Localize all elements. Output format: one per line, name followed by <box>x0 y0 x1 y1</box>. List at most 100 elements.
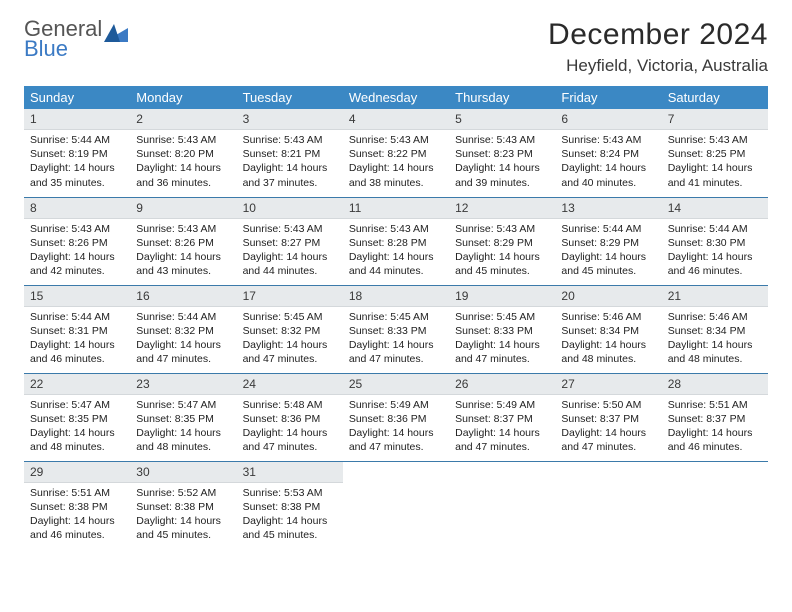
day-body: Sunrise: 5:43 AMSunset: 8:27 PMDaylight:… <box>237 219 343 284</box>
day-number: 20 <box>555 286 661 307</box>
calendar-cell: 6Sunrise: 5:43 AMSunset: 8:24 PMDaylight… <box>555 109 661 197</box>
calendar-cell: 21Sunrise: 5:46 AMSunset: 8:34 PMDayligh… <box>662 285 768 373</box>
day-header: Thursday <box>449 86 555 109</box>
day-number: 29 <box>24 462 130 483</box>
day-body: Sunrise: 5:43 AMSunset: 8:26 PMDaylight:… <box>130 219 236 284</box>
day-body: Sunrise: 5:53 AMSunset: 8:38 PMDaylight:… <box>237 483 343 548</box>
day-number: 24 <box>237 374 343 395</box>
day-body: Sunrise: 5:47 AMSunset: 8:35 PMDaylight:… <box>130 395 236 460</box>
calendar-cell: 20Sunrise: 5:46 AMSunset: 8:34 PMDayligh… <box>555 285 661 373</box>
calendar-cell: 2Sunrise: 5:43 AMSunset: 8:20 PMDaylight… <box>130 109 236 197</box>
logo-word2: Blue <box>24 38 102 60</box>
calendar-cell: 7Sunrise: 5:43 AMSunset: 8:25 PMDaylight… <box>662 109 768 197</box>
calendar-cell: 14Sunrise: 5:44 AMSunset: 8:30 PMDayligh… <box>662 197 768 285</box>
calendar-cell: 5Sunrise: 5:43 AMSunset: 8:23 PMDaylight… <box>449 109 555 197</box>
logo-mark-icon <box>104 22 130 44</box>
location: Heyfield, Victoria, Australia <box>548 56 768 76</box>
day-body: Sunrise: 5:52 AMSunset: 8:38 PMDaylight:… <box>130 483 236 548</box>
calendar-cell: 29Sunrise: 5:51 AMSunset: 8:38 PMDayligh… <box>24 461 130 549</box>
calendar-cell: 11Sunrise: 5:43 AMSunset: 8:28 PMDayligh… <box>343 197 449 285</box>
day-number: 30 <box>130 462 236 483</box>
calendar-cell <box>343 461 449 549</box>
day-body: Sunrise: 5:47 AMSunset: 8:35 PMDaylight:… <box>24 395 130 460</box>
day-body: Sunrise: 5:48 AMSunset: 8:36 PMDaylight:… <box>237 395 343 460</box>
day-body: Sunrise: 5:43 AMSunset: 8:26 PMDaylight:… <box>24 219 130 284</box>
calendar-cell: 12Sunrise: 5:43 AMSunset: 8:29 PMDayligh… <box>449 197 555 285</box>
day-number: 26 <box>449 374 555 395</box>
logo: General Blue <box>24 18 130 60</box>
day-number: 13 <box>555 198 661 219</box>
day-number: 12 <box>449 198 555 219</box>
day-body: Sunrise: 5:43 AMSunset: 8:24 PMDaylight:… <box>555 130 661 195</box>
day-number: 19 <box>449 286 555 307</box>
calendar-cell: 15Sunrise: 5:44 AMSunset: 8:31 PMDayligh… <box>24 285 130 373</box>
day-body: Sunrise: 5:43 AMSunset: 8:29 PMDaylight:… <box>449 219 555 284</box>
day-body: Sunrise: 5:46 AMSunset: 8:34 PMDaylight:… <box>662 307 768 372</box>
calendar-cell: 4Sunrise: 5:43 AMSunset: 8:22 PMDaylight… <box>343 109 449 197</box>
calendar-cell: 27Sunrise: 5:50 AMSunset: 8:37 PMDayligh… <box>555 373 661 461</box>
calendar-cell <box>449 461 555 549</box>
day-body: Sunrise: 5:43 AMSunset: 8:28 PMDaylight:… <box>343 219 449 284</box>
day-number: 17 <box>237 286 343 307</box>
day-body: Sunrise: 5:51 AMSunset: 8:38 PMDaylight:… <box>24 483 130 548</box>
day-number: 8 <box>24 198 130 219</box>
day-body: Sunrise: 5:43 AMSunset: 8:23 PMDaylight:… <box>449 130 555 195</box>
day-body: Sunrise: 5:49 AMSunset: 8:37 PMDaylight:… <box>449 395 555 460</box>
calendar-cell: 3Sunrise: 5:43 AMSunset: 8:21 PMDaylight… <box>237 109 343 197</box>
day-number: 23 <box>130 374 236 395</box>
day-number: 31 <box>237 462 343 483</box>
day-header: Tuesday <box>237 86 343 109</box>
day-body: Sunrise: 5:46 AMSunset: 8:34 PMDaylight:… <box>555 307 661 372</box>
calendar-cell: 18Sunrise: 5:45 AMSunset: 8:33 PMDayligh… <box>343 285 449 373</box>
calendar-cell: 8Sunrise: 5:43 AMSunset: 8:26 PMDaylight… <box>24 197 130 285</box>
calendar-cell: 25Sunrise: 5:49 AMSunset: 8:36 PMDayligh… <box>343 373 449 461</box>
day-header: Saturday <box>662 86 768 109</box>
calendar-cell: 24Sunrise: 5:48 AMSunset: 8:36 PMDayligh… <box>237 373 343 461</box>
calendar-cell: 9Sunrise: 5:43 AMSunset: 8:26 PMDaylight… <box>130 197 236 285</box>
calendar-cell: 23Sunrise: 5:47 AMSunset: 8:35 PMDayligh… <box>130 373 236 461</box>
day-body: Sunrise: 5:44 AMSunset: 8:29 PMDaylight:… <box>555 219 661 284</box>
day-number: 3 <box>237 109 343 130</box>
day-number: 9 <box>130 198 236 219</box>
day-number: 14 <box>662 198 768 219</box>
day-number: 7 <box>662 109 768 130</box>
day-number: 4 <box>343 109 449 130</box>
calendar-cell: 13Sunrise: 5:44 AMSunset: 8:29 PMDayligh… <box>555 197 661 285</box>
day-body: Sunrise: 5:43 AMSunset: 8:20 PMDaylight:… <box>130 130 236 195</box>
calendar-cell <box>662 461 768 549</box>
day-number: 10 <box>237 198 343 219</box>
day-body: Sunrise: 5:44 AMSunset: 8:32 PMDaylight:… <box>130 307 236 372</box>
day-number: 16 <box>130 286 236 307</box>
day-number: 1 <box>24 109 130 130</box>
day-body: Sunrise: 5:45 AMSunset: 8:33 PMDaylight:… <box>343 307 449 372</box>
day-body: Sunrise: 5:51 AMSunset: 8:37 PMDaylight:… <box>662 395 768 460</box>
month-title: December 2024 <box>548 18 768 52</box>
calendar-cell: 22Sunrise: 5:47 AMSunset: 8:35 PMDayligh… <box>24 373 130 461</box>
day-body: Sunrise: 5:43 AMSunset: 8:22 PMDaylight:… <box>343 130 449 195</box>
calendar-cell: 28Sunrise: 5:51 AMSunset: 8:37 PMDayligh… <box>662 373 768 461</box>
day-body: Sunrise: 5:43 AMSunset: 8:25 PMDaylight:… <box>662 130 768 195</box>
calendar-table: SundayMondayTuesdayWednesdayThursdayFrid… <box>24 86 768 549</box>
day-number: 28 <box>662 374 768 395</box>
calendar-cell: 19Sunrise: 5:45 AMSunset: 8:33 PMDayligh… <box>449 285 555 373</box>
calendar-cell: 16Sunrise: 5:44 AMSunset: 8:32 PMDayligh… <box>130 285 236 373</box>
day-body: Sunrise: 5:45 AMSunset: 8:33 PMDaylight:… <box>449 307 555 372</box>
day-number: 25 <box>343 374 449 395</box>
day-body: Sunrise: 5:43 AMSunset: 8:21 PMDaylight:… <box>237 130 343 195</box>
day-body: Sunrise: 5:44 AMSunset: 8:19 PMDaylight:… <box>24 130 130 195</box>
day-body: Sunrise: 5:45 AMSunset: 8:32 PMDaylight:… <box>237 307 343 372</box>
calendar-cell: 26Sunrise: 5:49 AMSunset: 8:37 PMDayligh… <box>449 373 555 461</box>
calendar-cell: 31Sunrise: 5:53 AMSunset: 8:38 PMDayligh… <box>237 461 343 549</box>
day-number: 21 <box>662 286 768 307</box>
day-number: 18 <box>343 286 449 307</box>
calendar-cell: 1Sunrise: 5:44 AMSunset: 8:19 PMDaylight… <box>24 109 130 197</box>
day-header: Monday <box>130 86 236 109</box>
day-header: Wednesday <box>343 86 449 109</box>
calendar-cell: 30Sunrise: 5:52 AMSunset: 8:38 PMDayligh… <box>130 461 236 549</box>
day-number: 11 <box>343 198 449 219</box>
calendar-cell <box>555 461 661 549</box>
day-number: 2 <box>130 109 236 130</box>
day-header: Sunday <box>24 86 130 109</box>
day-body: Sunrise: 5:44 AMSunset: 8:30 PMDaylight:… <box>662 219 768 284</box>
day-number: 22 <box>24 374 130 395</box>
